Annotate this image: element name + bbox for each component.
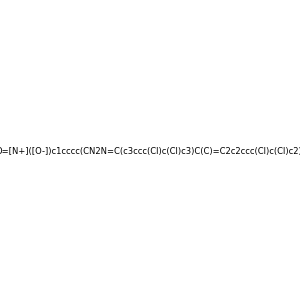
Text: O=[N+]([O-])c1cccc(CN2N=C(c3ccc(Cl)c(Cl)c3)C(C)=C2c2ccc(Cl)c(Cl)c2)c1: O=[N+]([O-])c1cccc(CN2N=C(c3ccc(Cl)c(Cl)… [0, 147, 300, 156]
